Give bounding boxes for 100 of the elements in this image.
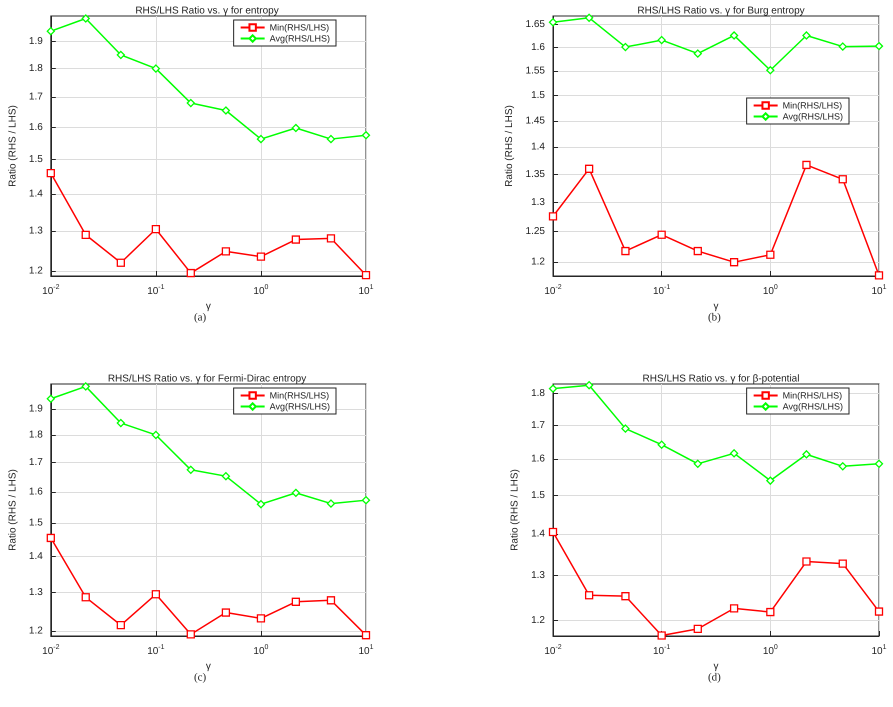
point (548, 18, 558, 26)
x-axis-title: γ (206, 300, 211, 312)
point (46, 394, 55, 403)
point (362, 496, 370, 504)
y-axis-title: Ratio (RHS / LHS) (510, 469, 521, 551)
point (152, 224, 160, 234)
y-tick-label: 1.4 (28, 188, 44, 200)
legend-label: Min(RHS/LHS) (782, 100, 842, 110)
y-tick-label: 1.8 (28, 63, 44, 74)
point (766, 608, 774, 616)
y-tick-label: 1.65 (526, 19, 546, 30)
point (766, 476, 774, 485)
point (621, 592, 630, 600)
point (658, 440, 666, 449)
point (222, 106, 230, 115)
text: (a) (194, 312, 207, 324)
point (186, 630, 195, 639)
y-axis-title: Ratio (RHS / LHS) (8, 469, 18, 551)
point (292, 235, 300, 244)
point (802, 31, 811, 40)
point (82, 382, 90, 391)
point (584, 164, 594, 173)
point (730, 449, 738, 458)
point (82, 14, 90, 23)
point (46, 27, 55, 36)
y-tick-label: 1.3 (28, 586, 44, 598)
point (802, 160, 811, 170)
chart-title: RHS/LHS Ratio vs. γ for β-potential (642, 374, 800, 384)
legend-label: Avg(RHS/LHS) (782, 112, 844, 122)
legend-label: Avg(RHS/LHS) (270, 402, 330, 412)
point (326, 499, 336, 508)
chart-title: RHS/LHS Ratio vs. γ for entropy (135, 6, 279, 16)
y-tick-label: 1.5 (28, 154, 44, 166)
y-tick-label: 1.2 (531, 614, 546, 626)
point (186, 268, 195, 278)
point (82, 593, 90, 602)
point (621, 424, 630, 433)
x-axis-title: γ (714, 660, 718, 672)
y-tick-label: 1.45 (526, 115, 546, 126)
point (326, 596, 336, 604)
point (694, 624, 702, 633)
y-tick-label: 1.5 (531, 490, 546, 501)
point (548, 528, 558, 536)
y-tick-label: 1.2 (28, 626, 44, 637)
point (362, 271, 370, 280)
legend-label: Min(RHS/LHS) (270, 390, 330, 400)
point (116, 258, 125, 267)
y-tick-label: 1.8 (531, 388, 546, 399)
point (694, 246, 702, 256)
point (766, 250, 774, 259)
legend-label: Avg(RHS/LHS) (270, 34, 330, 44)
point (730, 604, 738, 613)
y-axis-title: Ratio (RHS / LHS) (504, 105, 516, 187)
point (152, 590, 160, 598)
point (222, 247, 230, 256)
y-tick-label: 1.2 (28, 265, 44, 276)
y-tick-label: 1.6 (531, 454, 546, 465)
y-tick-label: 1.8 (28, 429, 44, 440)
point (222, 472, 230, 480)
y-tick-label: 1.6 (28, 486, 44, 498)
y-tick-label: 1.5 (28, 518, 44, 529)
point (658, 631, 666, 640)
y-tick-label: 1.3 (28, 226, 44, 237)
y-axis-title: Ratio (RHS / LHS) (8, 105, 18, 187)
text: (d) (708, 672, 722, 684)
y-tick-label: 1.35 (526, 168, 546, 180)
point (694, 49, 702, 58)
y-tick-label: 1.6 (531, 42, 546, 54)
y-tick-label: 1.25 (526, 226, 546, 238)
y-tick-label: 1.7 (531, 420, 546, 431)
point (838, 175, 847, 184)
point (584, 381, 594, 390)
y-tick-label: 1.2 (531, 256, 546, 268)
point (256, 500, 266, 508)
point (658, 36, 666, 44)
point (186, 98, 195, 108)
chart-title: RHS/LHS Ratio vs. γ for Fermi-Dirac entropy (108, 374, 306, 384)
point (874, 607, 884, 616)
point (292, 598, 300, 606)
point (292, 488, 300, 498)
point (548, 384, 558, 393)
point (838, 559, 847, 568)
text: (c) (194, 672, 207, 684)
point (116, 418, 125, 428)
legend-label: Min(RHS/LHS) (270, 22, 330, 32)
point (766, 66, 774, 74)
point (186, 466, 195, 474)
point (548, 212, 558, 221)
point (292, 124, 300, 132)
y-tick-label: 1.3 (531, 196, 546, 208)
y-tick-label: 1.6 (28, 122, 44, 133)
x-axis-title: γ (206, 660, 211, 672)
point (584, 591, 594, 600)
x-axis-title: γ (714, 300, 718, 312)
point (838, 462, 847, 470)
point (621, 42, 630, 52)
point (874, 42, 884, 50)
point (584, 14, 594, 22)
point (116, 620, 125, 630)
point (694, 460, 702, 468)
